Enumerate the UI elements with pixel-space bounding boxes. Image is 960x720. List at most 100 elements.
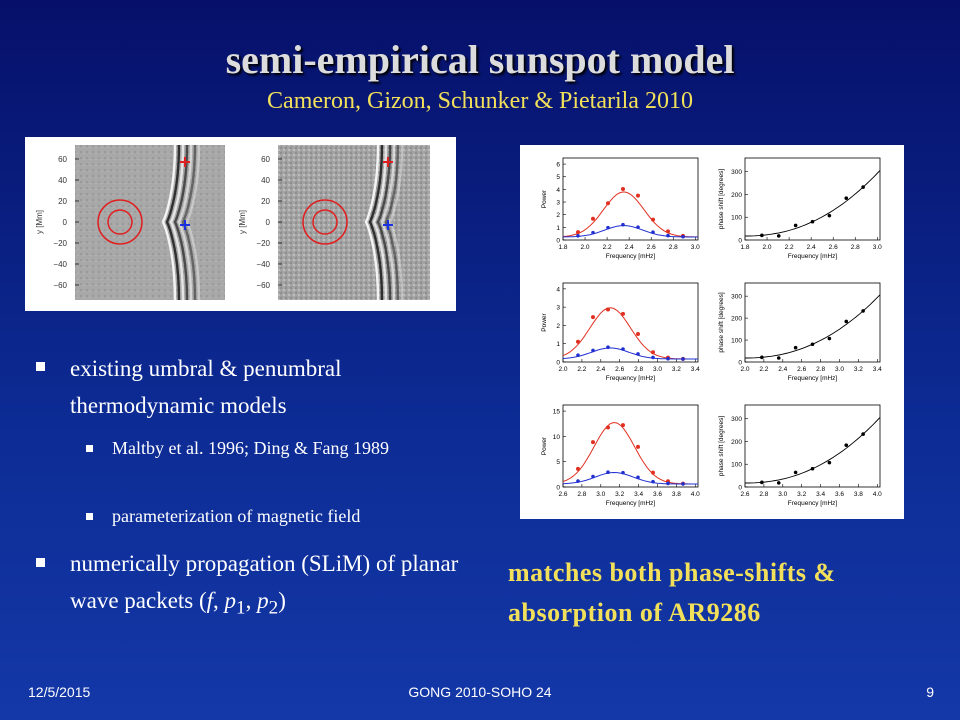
y-tick-label: 4 xyxy=(556,286,560,293)
point xyxy=(861,309,865,313)
y-tick-label: 40 xyxy=(261,176,270,185)
text: p xyxy=(257,588,269,613)
x-tick-label: 3.0 xyxy=(691,244,700,251)
y-axis-label: phase shift [degrees] xyxy=(718,416,725,477)
wave-stripe xyxy=(380,144,396,301)
sub-bullet-text: parameterization of magnetic field xyxy=(112,506,361,526)
x-tick-label: 2.8 xyxy=(577,491,586,498)
text: f xyxy=(206,588,214,613)
point xyxy=(827,213,832,218)
point xyxy=(666,356,670,361)
point xyxy=(760,233,764,238)
x-tick-label: 2.8 xyxy=(669,244,678,251)
y-tick-label: 5 xyxy=(556,459,560,466)
y-tick-label: 100 xyxy=(731,338,742,345)
wave-stripe xyxy=(368,144,384,301)
x-tick-label: 2.2 xyxy=(759,366,768,373)
y-tick-label: 15 xyxy=(553,409,561,416)
wave-stripe xyxy=(181,144,197,301)
x-tick-label: 3.0 xyxy=(873,244,882,251)
bullet-marker xyxy=(86,445,93,452)
y-tick-label: 2 xyxy=(556,323,560,330)
point xyxy=(793,345,798,350)
point xyxy=(591,440,595,445)
text: 2 xyxy=(268,597,279,619)
x-tick-label: 1.8 xyxy=(558,244,567,251)
x-tick-label: 2.8 xyxy=(816,366,825,373)
y-tick-label: 0 xyxy=(63,218,68,227)
x-tick-label: 3.4 xyxy=(873,366,882,373)
point xyxy=(776,356,781,360)
footer-center: GONG 2010-SOHO 24 xyxy=(408,684,552,700)
y-tick-label: 3 xyxy=(556,305,560,312)
plot-frame xyxy=(744,404,881,488)
point xyxy=(606,307,610,312)
point xyxy=(636,444,640,449)
x-axis-label: Frequency [mHz] xyxy=(606,253,656,260)
curve xyxy=(562,421,698,485)
x-tick-label: 2.2 xyxy=(577,366,586,373)
y-tick-label: 0 xyxy=(738,360,742,367)
x-tick-label: 3.2 xyxy=(672,366,681,373)
point xyxy=(591,230,595,235)
y-tick-label: 200 xyxy=(731,439,742,446)
y-tick-label: 10 xyxy=(553,434,561,441)
x-tick-label: 3.0 xyxy=(653,366,662,373)
x-tick-label: 2.6 xyxy=(558,491,567,498)
point xyxy=(576,233,580,238)
conclusion: absorption of AR9286 xyxy=(508,598,761,627)
point xyxy=(651,230,655,234)
y-tick-label: 5 xyxy=(556,174,560,181)
point xyxy=(827,336,832,341)
wave-stripe xyxy=(161,144,177,301)
point xyxy=(810,342,815,347)
text: numerically propagation (SLiM) of planar… xyxy=(70,551,459,613)
point xyxy=(636,225,640,229)
y-tick-label: 60 xyxy=(58,155,67,164)
wave-stripe xyxy=(177,144,193,301)
plot-frame xyxy=(744,282,881,363)
x-tick-label: 3.8 xyxy=(672,491,681,498)
y-tick-label: −40 xyxy=(53,260,67,269)
x-tick-label: 2.4 xyxy=(596,366,605,373)
y-axis-label: y [Mm] xyxy=(238,210,247,234)
y-tick-label: −60 xyxy=(256,281,270,290)
y-tick-label: 200 xyxy=(731,192,742,199)
x-tick-label: 2.4 xyxy=(807,244,816,251)
y-axis-label: phase shift [degrees] xyxy=(718,169,725,230)
point xyxy=(621,423,625,428)
point xyxy=(576,339,580,344)
point xyxy=(621,347,625,351)
point xyxy=(760,480,764,485)
point xyxy=(844,319,849,324)
y-tick-label: 0 xyxy=(556,485,560,492)
sub-bullet-text: Maltby et al. 1996; Ding & Fang 1989 xyxy=(112,438,389,458)
x-tick-label: 3.4 xyxy=(816,491,825,498)
y-tick-label: −20 xyxy=(53,239,67,248)
x-tick-label: 2.0 xyxy=(740,366,749,373)
footer-page: 9 xyxy=(926,684,934,700)
y-tick-label: 60 xyxy=(261,155,270,164)
text: p xyxy=(224,588,237,613)
x-axis-label: Frequency [mHz] xyxy=(788,253,838,260)
x-tick-label: 2.6 xyxy=(615,366,624,373)
y-axis-label: Power xyxy=(541,189,548,208)
y-axis-label: phase shift [degrees] xyxy=(718,292,725,353)
text: , xyxy=(213,588,225,613)
point xyxy=(606,425,610,430)
bullet-marker xyxy=(86,513,93,520)
point xyxy=(827,460,832,465)
wave-stripe xyxy=(165,144,181,301)
point xyxy=(636,332,640,337)
y-tick-label: 3 xyxy=(556,200,560,207)
y-tick-label: −20 xyxy=(256,239,270,248)
y-tick-label: 300 xyxy=(731,294,742,301)
point xyxy=(810,466,815,471)
y-tick-label: 6 xyxy=(556,162,560,169)
point xyxy=(606,345,610,350)
x-tick-label: 2.6 xyxy=(797,366,806,373)
x-tick-label: 3.0 xyxy=(596,491,605,498)
x-tick-label: 3.2 xyxy=(615,491,624,498)
point xyxy=(666,233,670,238)
